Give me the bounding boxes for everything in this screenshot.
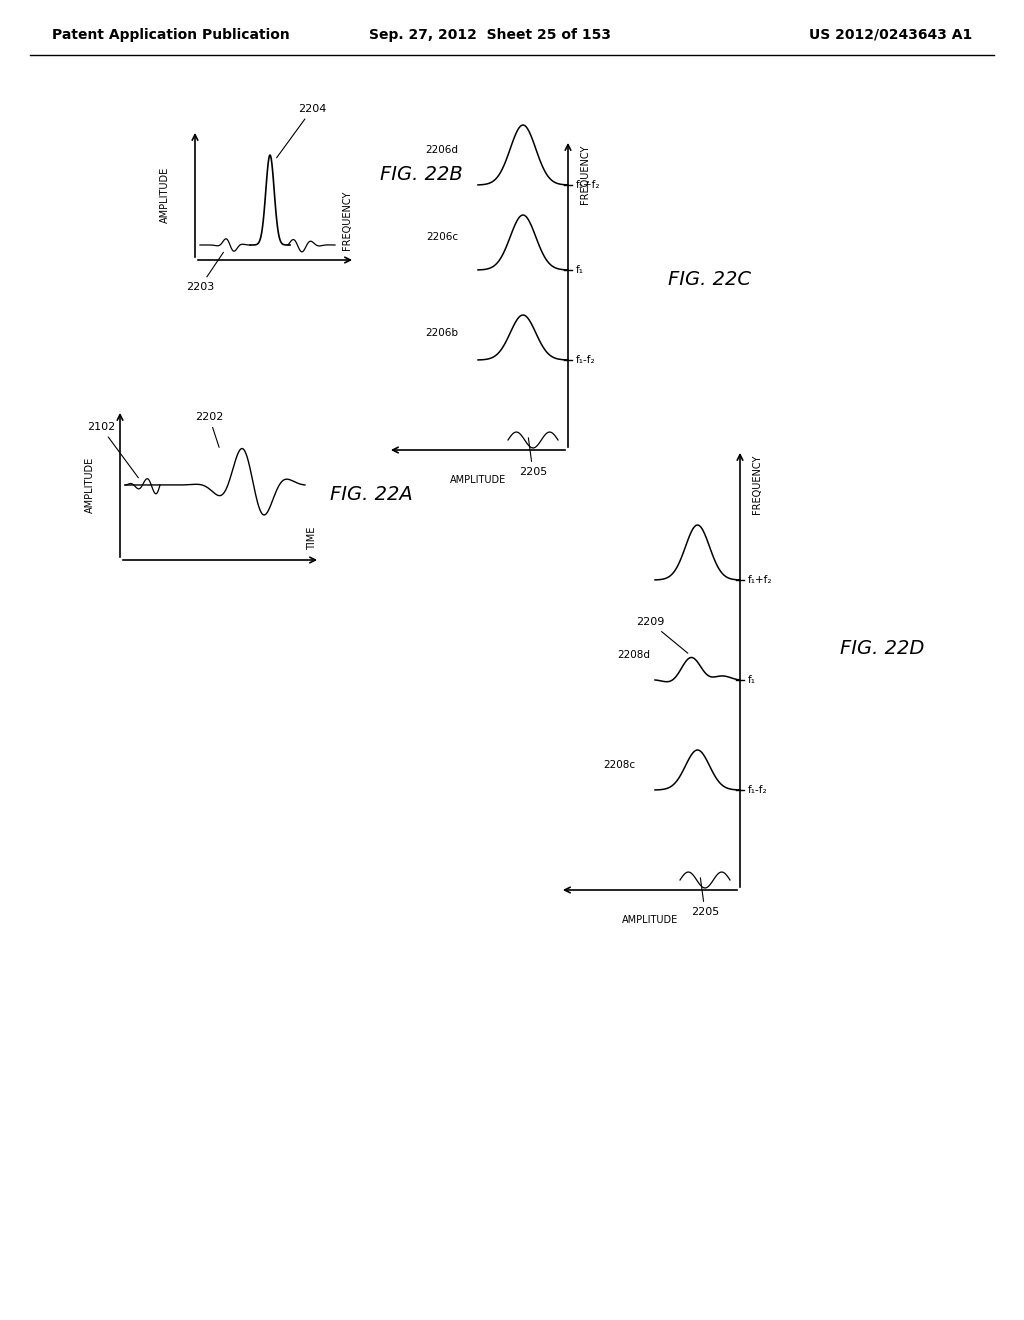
- Text: f₁+f₂: f₁+f₂: [748, 576, 772, 585]
- Text: AMPLITUDE: AMPLITUDE: [160, 166, 170, 223]
- Text: 2209: 2209: [636, 616, 688, 653]
- Text: 2208c: 2208c: [603, 760, 635, 770]
- Text: 2202: 2202: [195, 412, 223, 447]
- Text: Patent Application Publication: Patent Application Publication: [52, 28, 290, 42]
- Text: TIME: TIME: [307, 527, 317, 550]
- Text: FIG. 22C: FIG. 22C: [668, 271, 751, 289]
- Text: FREQUENCY: FREQUENCY: [342, 190, 352, 249]
- Text: 2204: 2204: [276, 104, 327, 158]
- Text: 2203: 2203: [186, 252, 223, 292]
- Text: Sep. 27, 2012  Sheet 25 of 153: Sep. 27, 2012 Sheet 25 of 153: [369, 28, 611, 42]
- Text: FIG. 22A: FIG. 22A: [330, 486, 413, 504]
- Text: 2206d: 2206d: [425, 145, 458, 154]
- Text: f₁+f₂: f₁+f₂: [575, 180, 600, 190]
- Text: 2205: 2205: [519, 438, 547, 477]
- Text: FIG. 22D: FIG. 22D: [840, 639, 925, 657]
- Text: f₁-f₂: f₁-f₂: [575, 355, 596, 366]
- Text: FREQUENCY: FREQUENCY: [580, 145, 590, 205]
- Text: f₁: f₁: [748, 675, 756, 685]
- Text: AMPLITUDE: AMPLITUDE: [622, 915, 678, 925]
- Text: f₁-f₂: f₁-f₂: [748, 785, 768, 795]
- Text: 2208d: 2208d: [617, 649, 650, 660]
- Text: AMPLITUDE: AMPLITUDE: [85, 457, 95, 513]
- Text: 2102: 2102: [87, 422, 138, 478]
- Text: FREQUENCY: FREQUENCY: [752, 455, 762, 515]
- Text: US 2012/0243643 A1: US 2012/0243643 A1: [809, 28, 972, 42]
- Text: FIG. 22B: FIG. 22B: [380, 165, 463, 185]
- Text: AMPLITUDE: AMPLITUDE: [450, 475, 506, 484]
- Text: 2206c: 2206c: [426, 232, 458, 243]
- Text: f₁: f₁: [575, 265, 584, 275]
- Text: 2205: 2205: [691, 878, 719, 917]
- Text: 2206b: 2206b: [425, 327, 458, 338]
